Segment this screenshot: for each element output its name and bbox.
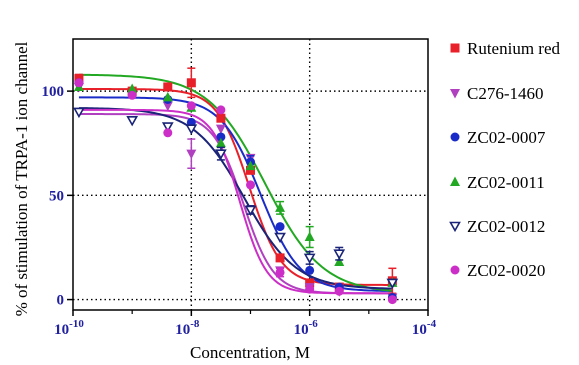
data-point [333, 249, 346, 260]
data-point [215, 137, 226, 148]
data-point [74, 78, 84, 88]
data-point [216, 113, 226, 123]
x-tick-label: 10-6 [294, 318, 319, 338]
data-point [304, 231, 315, 242]
y-tick-label: 0 [57, 293, 65, 309]
x-tick-label: 10-8 [175, 318, 200, 338]
x-tick-label: 10-10 [54, 318, 84, 338]
data-points [73, 67, 399, 305]
data-point [450, 265, 460, 275]
data-point [186, 101, 196, 111]
data-point [450, 132, 460, 142]
data-point [305, 265, 315, 275]
data-point [162, 91, 173, 102]
data-point [215, 149, 227, 160]
data-point [450, 89, 460, 99]
axes: 10-10 10-8 10-6 10-4 0 50 100 [42, 84, 437, 338]
data-point [275, 267, 285, 277]
data-point [303, 253, 316, 265]
data-point [163, 128, 173, 138]
data-point [274, 232, 286, 244]
legend-label: ZC02-0011 [467, 173, 545, 192]
data-point [449, 221, 461, 233]
data-point [305, 284, 315, 294]
data-point [161, 122, 174, 133]
data-point [305, 278, 315, 288]
data-point [275, 202, 286, 212]
data-point [126, 116, 139, 127]
x-axis-label: Concentration, M [190, 343, 310, 362]
data-point [275, 253, 285, 263]
data-point [127, 83, 138, 94]
x-tick-label: 10-4 [412, 318, 437, 338]
data-point [185, 124, 198, 135]
data-point [387, 295, 397, 305]
data-point [275, 222, 285, 232]
data-point [127, 90, 137, 100]
legend: Rutenium red C276-1460 ZC02-0007 ZC02-0011 Z… [449, 39, 561, 280]
y-axis-label: % of stimulation of TRPA-1 ion channel [12, 41, 31, 316]
data-point [73, 107, 85, 119]
data-point [186, 78, 196, 88]
data-point [186, 149, 197, 160]
legend-label: ZC02-0007 [467, 128, 546, 147]
data-point [216, 132, 226, 142]
data-point [334, 286, 344, 296]
data-point [244, 205, 257, 217]
y-tick-label: 50 [49, 188, 64, 204]
y-tick-label: 100 [42, 84, 65, 100]
fit-curve [78, 73, 393, 292]
legend-label: Rutenium red [467, 39, 561, 58]
data-point [162, 101, 173, 112]
data-point [334, 256, 345, 267]
legend-label: C276-1460 [467, 84, 544, 103]
legend-label: ZC02-0020 [467, 261, 545, 280]
data-point [246, 165, 255, 175]
data-point [450, 176, 460, 186]
data-point [216, 105, 226, 115]
data-point [246, 180, 255, 190]
data-point [450, 43, 460, 53]
data-point [163, 82, 173, 92]
data-point [386, 278, 399, 290]
data-point [215, 124, 226, 135]
data-point [245, 160, 256, 171]
legend-label: ZC02-0012 [467, 217, 545, 236]
